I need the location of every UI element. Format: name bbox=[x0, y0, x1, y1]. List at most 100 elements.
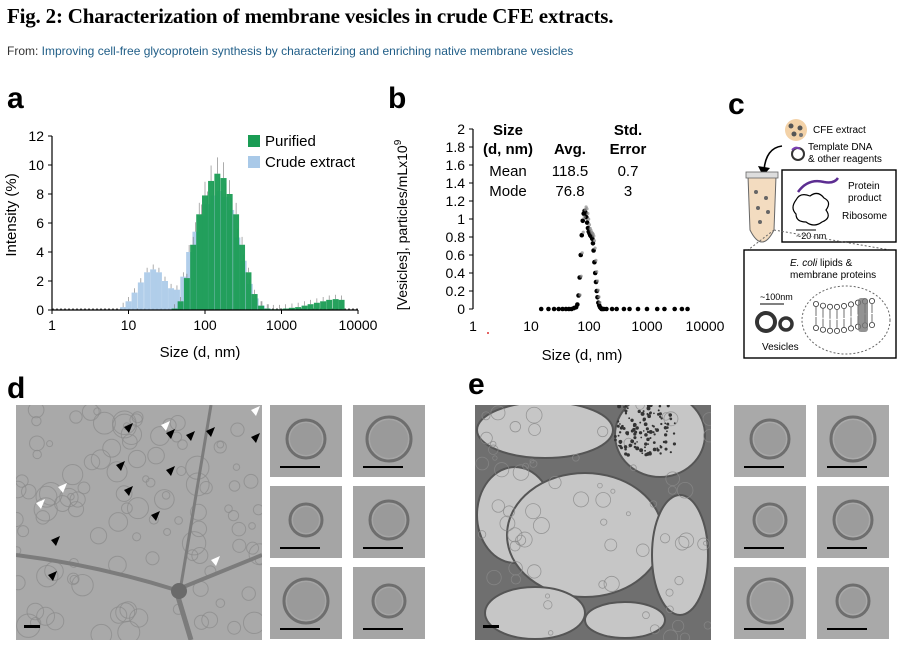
vesicle-blob bbox=[69, 410, 83, 424]
micrograph-d-inset-image bbox=[371, 583, 407, 619]
b-data-point bbox=[627, 306, 632, 312]
debris-dot bbox=[656, 448, 660, 452]
vesicle-blob bbox=[600, 518, 608, 526]
addition-arrow-icon bbox=[763, 145, 783, 171]
purified-bar bbox=[332, 299, 339, 310]
purified-bar bbox=[208, 180, 215, 310]
vesicle-blob bbox=[525, 406, 543, 424]
cfe-extract-icon bbox=[785, 119, 807, 141]
debris-dot bbox=[617, 405, 622, 409]
debris-dot bbox=[660, 422, 663, 426]
crude-bar bbox=[168, 288, 175, 310]
vesicle-blob bbox=[121, 433, 138, 450]
crude-bar bbox=[125, 301, 132, 310]
vesicle-membrane bbox=[368, 499, 410, 541]
vesicle-blob bbox=[663, 411, 679, 427]
micrograph-e-inset-image bbox=[746, 577, 794, 625]
vesicle-blob bbox=[199, 480, 213, 495]
b-y-tick-label: 1.2 bbox=[446, 193, 466, 209]
purified-bar bbox=[264, 308, 271, 310]
vesicle-blob bbox=[163, 528, 172, 536]
scale-bar-e bbox=[483, 625, 499, 628]
purified-bar bbox=[245, 272, 252, 310]
vesicle-blob bbox=[90, 449, 111, 470]
vesicle-blob bbox=[215, 598, 226, 608]
debris-dot bbox=[646, 430, 650, 434]
a-y-tick-label: 8 bbox=[36, 186, 44, 202]
carbon-junction bbox=[171, 583, 187, 599]
debris-dot bbox=[664, 426, 667, 428]
crude-bar bbox=[162, 281, 168, 310]
scale-bar-inset bbox=[280, 628, 320, 630]
vesicle-blob bbox=[102, 438, 122, 458]
vesicle-blob bbox=[36, 606, 56, 626]
vesicle-blob bbox=[499, 515, 516, 532]
vesicle-blob bbox=[16, 480, 27, 499]
purified-bar bbox=[282, 308, 289, 310]
debris-dot bbox=[656, 447, 659, 450]
vesicle-blob bbox=[649, 500, 658, 508]
crude-bar bbox=[131, 292, 138, 310]
b-data-point bbox=[609, 306, 615, 312]
connector-dotted-line bbox=[747, 229, 775, 251]
vesicle-lumen bbox=[757, 507, 783, 533]
source-article-link[interactable]: Improving cell-free glycoprotein synthes… bbox=[41, 44, 574, 58]
vesicle-blob bbox=[494, 462, 510, 478]
membrane-protein-icon bbox=[858, 298, 868, 332]
b-data-point bbox=[579, 232, 585, 238]
vesicle-blob bbox=[678, 532, 695, 549]
b-error-point bbox=[582, 215, 586, 219]
debris-dot bbox=[651, 424, 654, 427]
lipid-head-icon bbox=[841, 327, 848, 334]
debris-dot bbox=[619, 423, 621, 425]
vesicle-blob bbox=[597, 426, 609, 438]
scale-bar-inset bbox=[827, 466, 867, 468]
micrograph-d-image bbox=[16, 405, 262, 640]
debris-dot bbox=[620, 446, 623, 450]
debris-dot bbox=[658, 415, 662, 418]
purified-bar bbox=[196, 214, 203, 310]
debris-dot bbox=[657, 412, 660, 416]
micrograph-d-inset-1 bbox=[270, 405, 342, 477]
b-x-tick-label: 1000 bbox=[631, 318, 662, 334]
b-error-point bbox=[593, 246, 597, 250]
vesicle-blob bbox=[477, 530, 487, 539]
vesicle-blob bbox=[17, 525, 30, 538]
vesicle-blob bbox=[92, 411, 116, 435]
vesicle-blob bbox=[241, 586, 256, 601]
b-error-point bbox=[592, 239, 597, 243]
panel-a-chart: 0 2 4 6 8 10 12 1 10 100 1000 10000 Purified Crude … bbox=[3, 128, 378, 361]
a-x-tick-label: 10000 bbox=[339, 317, 378, 333]
debris-dot bbox=[626, 407, 629, 410]
vesicle-blob bbox=[132, 532, 142, 542]
vesicle-blob bbox=[16, 511, 24, 528]
vesicle-marker-white-icon bbox=[36, 499, 45, 509]
debris-dot bbox=[617, 434, 620, 437]
vesicle-marker-white-icon bbox=[251, 406, 260, 416]
debris-dot bbox=[642, 417, 647, 421]
debris-dot bbox=[673, 422, 676, 425]
debris-dot bbox=[634, 430, 638, 434]
vesicle-blob bbox=[548, 476, 562, 490]
b-y-axis-label: [Vesicles], particles/mLx109 bbox=[393, 139, 410, 310]
vesicle-blob bbox=[21, 484, 37, 500]
vesicle-blob bbox=[127, 449, 147, 469]
vesicle-membrane bbox=[835, 583, 871, 619]
debris-dot bbox=[659, 444, 662, 447]
panel-c-diagram: CFE extract Template DNA & other reagent… bbox=[743, 119, 897, 359]
a-y-axis-label: Intensity (%) bbox=[3, 173, 20, 256]
vesicle-blob bbox=[185, 472, 210, 497]
purified-bar bbox=[295, 307, 302, 310]
purified-bar bbox=[233, 214, 240, 310]
lipid-head-icon bbox=[834, 303, 841, 310]
stats-row-mean-label: Mean bbox=[489, 163, 527, 180]
debris-dot bbox=[648, 411, 652, 415]
vesicle-blob bbox=[604, 538, 618, 552]
legend-label-crude: Crude extract bbox=[265, 154, 356, 171]
b-y-tick-label: 0 bbox=[457, 301, 465, 317]
vesicle-blob bbox=[481, 411, 491, 421]
scale-bar-inset bbox=[744, 547, 784, 549]
b-marker-dot bbox=[487, 332, 489, 334]
micrograph-e-inset-image bbox=[752, 502, 788, 538]
vesicle-blob bbox=[660, 533, 671, 544]
